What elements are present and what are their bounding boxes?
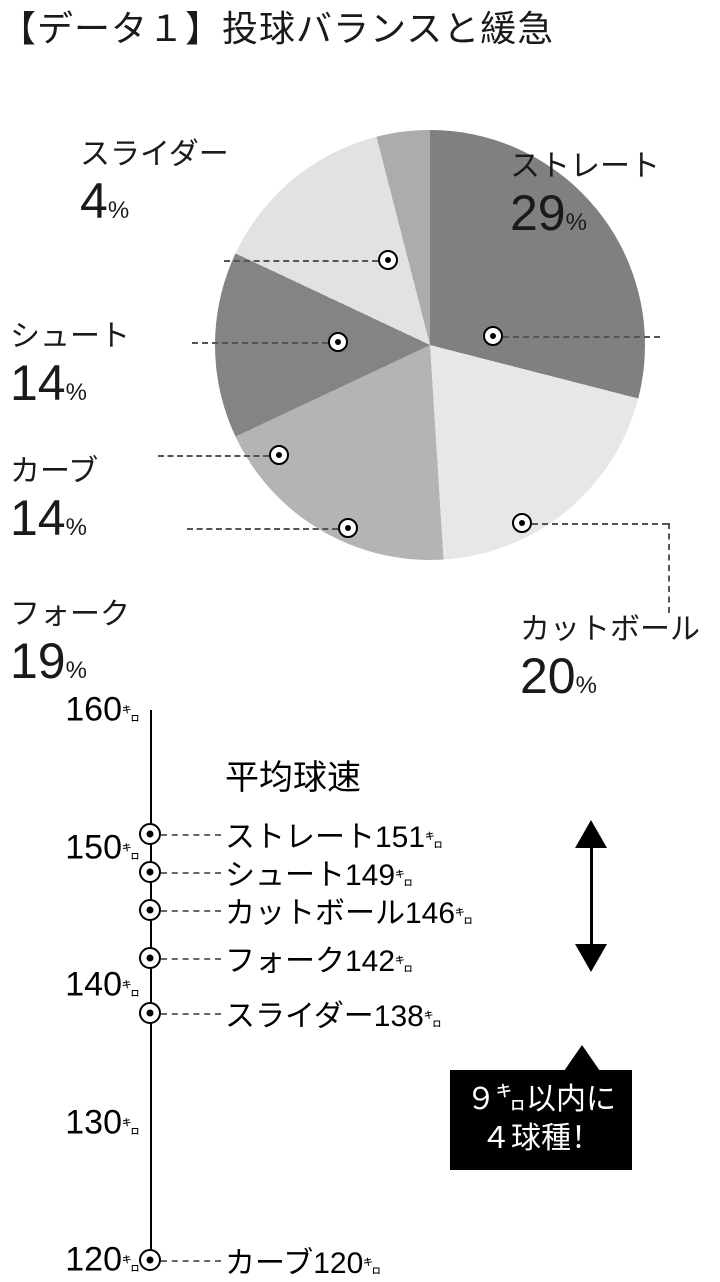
pie-slice-dot: [512, 513, 532, 533]
speed-leader: [161, 1013, 221, 1015]
pie-leader: [187, 528, 338, 530]
pie-slice-pct: %: [108, 197, 129, 224]
speed-item-label: カーブ120㌔: [225, 1238, 381, 1282]
pie-slice-pct: %: [66, 514, 87, 541]
range-arrow-bar: [590, 848, 593, 944]
pie-slice-value: 20: [520, 648, 576, 704]
pie-slice-pct: %: [66, 379, 87, 406]
speed-leader: [161, 834, 221, 836]
speed-dot: [139, 899, 161, 921]
speed-dot: [139, 1002, 161, 1024]
pie-slice-pct: %: [576, 672, 597, 699]
pie-leader: [532, 523, 668, 525]
pie-slice-dot: [338, 518, 358, 538]
speed-dot: [139, 1249, 161, 1271]
pie-slice-label: シュート14%: [10, 320, 130, 412]
speed-leader: [161, 872, 221, 874]
pie-leader: [668, 523, 670, 613]
speed-item-label: スライダー138㌔: [225, 991, 442, 1035]
pie-slice-label: カーブ14%: [10, 455, 98, 547]
pie-slice-dot: [483, 326, 503, 346]
pie-slice-name: スライダー: [80, 138, 229, 173]
axis-tick-label: 150㌔: [65, 828, 140, 867]
pie-slice-name: ストレート: [510, 150, 660, 185]
pie-leader: [192, 342, 328, 344]
pie-leader: [224, 260, 378, 262]
pie-slice-label: フォーク19%: [10, 598, 130, 690]
range-arrow-head-down: [575, 944, 607, 972]
pie-slice-pct: %: [66, 657, 87, 684]
speed-leader: [161, 910, 221, 912]
speed-leader: [161, 1260, 221, 1262]
pie-slice-value: 14: [10, 490, 66, 546]
speed-dot: [139, 861, 161, 883]
chart-title: 【データ１】投球バランスと緩急: [0, 0, 720, 52]
callout-line2: ４球種！: [466, 1119, 616, 1158]
pie-slice-dot: [378, 250, 398, 270]
axis-tick-label: 130㌔: [65, 1103, 140, 1142]
speed-leader: [161, 958, 221, 960]
speed-item-label: フォーク142㌔: [225, 936, 413, 980]
axis-tick-label: 120㌔: [65, 1241, 140, 1280]
pie-slice-label: カットボール20%: [520, 613, 700, 705]
pie-slice-dot: [269, 445, 289, 465]
pie-slice-value: 14: [10, 355, 66, 411]
pie-slice-value: 19: [10, 633, 66, 689]
pie-slice-name: シュート: [10, 320, 130, 355]
speed-dot: [139, 823, 161, 845]
pie-slice-value: 29: [510, 185, 566, 241]
speed-dot: [139, 947, 161, 969]
callout-box: ９㌔以内に４球種！: [450, 1070, 632, 1170]
pie-slice-name: カットボール: [520, 613, 700, 648]
speed-chart-area: 平均球速 160㌔150㌔140㌔130㌔120㌔ストレート151㌔シュート14…: [0, 700, 720, 1276]
speed-chart-title: 平均球速: [225, 750, 361, 799]
pie-leader: [158, 455, 269, 457]
pie-slice-name: フォーク: [10, 598, 130, 633]
pie-slice-label: ストレート29%: [510, 150, 660, 242]
pie-slice-pct: %: [566, 209, 587, 236]
speed-axis: [150, 710, 152, 1270]
pie-slice-name: カーブ: [10, 455, 98, 490]
pie-slice-label: スライダー4%: [80, 138, 229, 230]
pie-chart-area: ストレート29%カットボール20%フォーク19%カーブ14%シュート14%スライ…: [0, 60, 720, 680]
pie-slice-dot: [328, 332, 348, 352]
speed-item-label: カットボール146㌔: [225, 888, 473, 932]
callout-line1: ９㌔以内に: [466, 1080, 616, 1119]
axis-tick-label: 160㌔: [65, 691, 140, 730]
pie-slice-value: 4: [80, 173, 108, 229]
pie-leader: [503, 336, 660, 338]
axis-tick-label: 140㌔: [65, 966, 140, 1005]
callout-tip: [564, 1045, 600, 1071]
range-arrow-head-up: [575, 820, 607, 848]
